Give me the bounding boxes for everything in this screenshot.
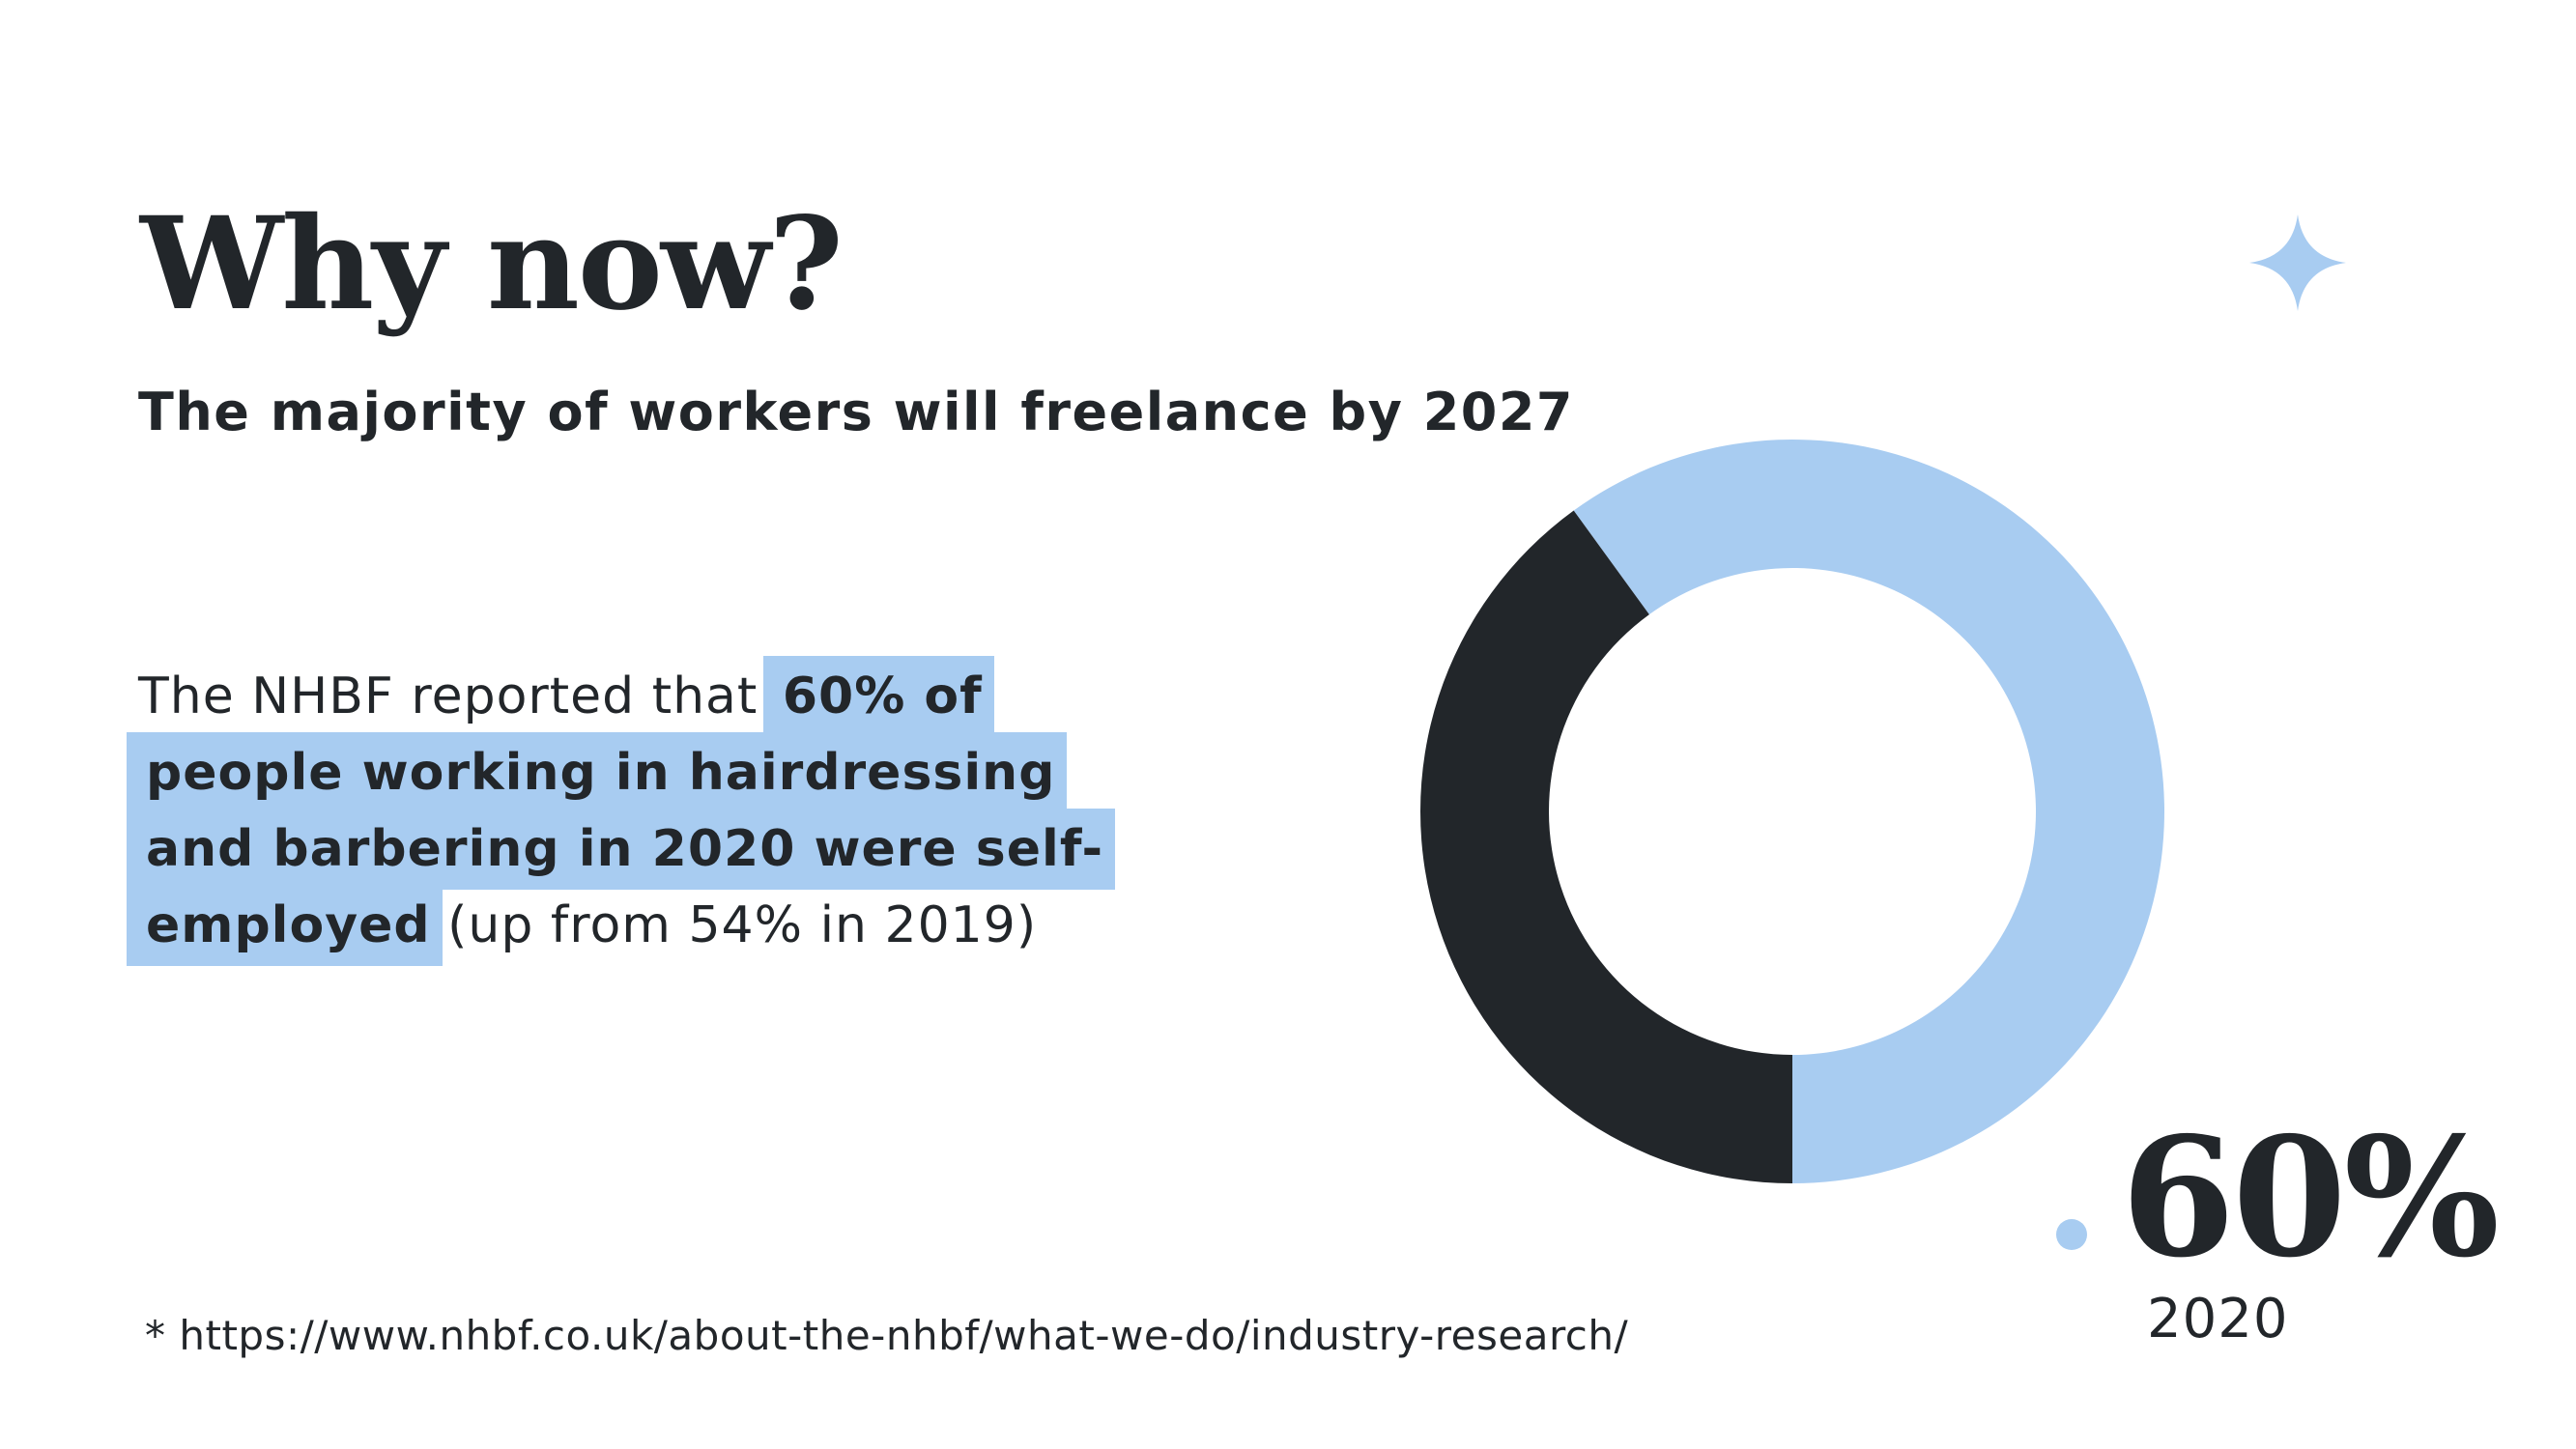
body-paragraph: The NHBF reported that 60% of people wor… — [138, 659, 1104, 964]
dot-icon — [2056, 1219, 2087, 1250]
sparkle-icon — [2249, 214, 2346, 311]
donut-chart — [1420, 439, 2164, 1183]
slide-subtitle: The majority of workers will freelance b… — [138, 382, 1574, 442]
stat-value: 60% — [2121, 1101, 2500, 1294]
stat-year: 2020 — [2147, 1288, 2289, 1350]
body-tail-text: (up from 54% in 2019) — [447, 896, 1038, 954]
body-lead-text: The NHBF reported that — [138, 668, 758, 725]
donut-slice-1 — [1573, 439, 2164, 1183]
donut-slice-2 — [1420, 510, 1792, 1183]
slide-title: Why now? — [140, 189, 844, 339]
source-footnote: * https://www.nhbf.co.uk/about-the-nhbf/… — [145, 1312, 1629, 1359]
